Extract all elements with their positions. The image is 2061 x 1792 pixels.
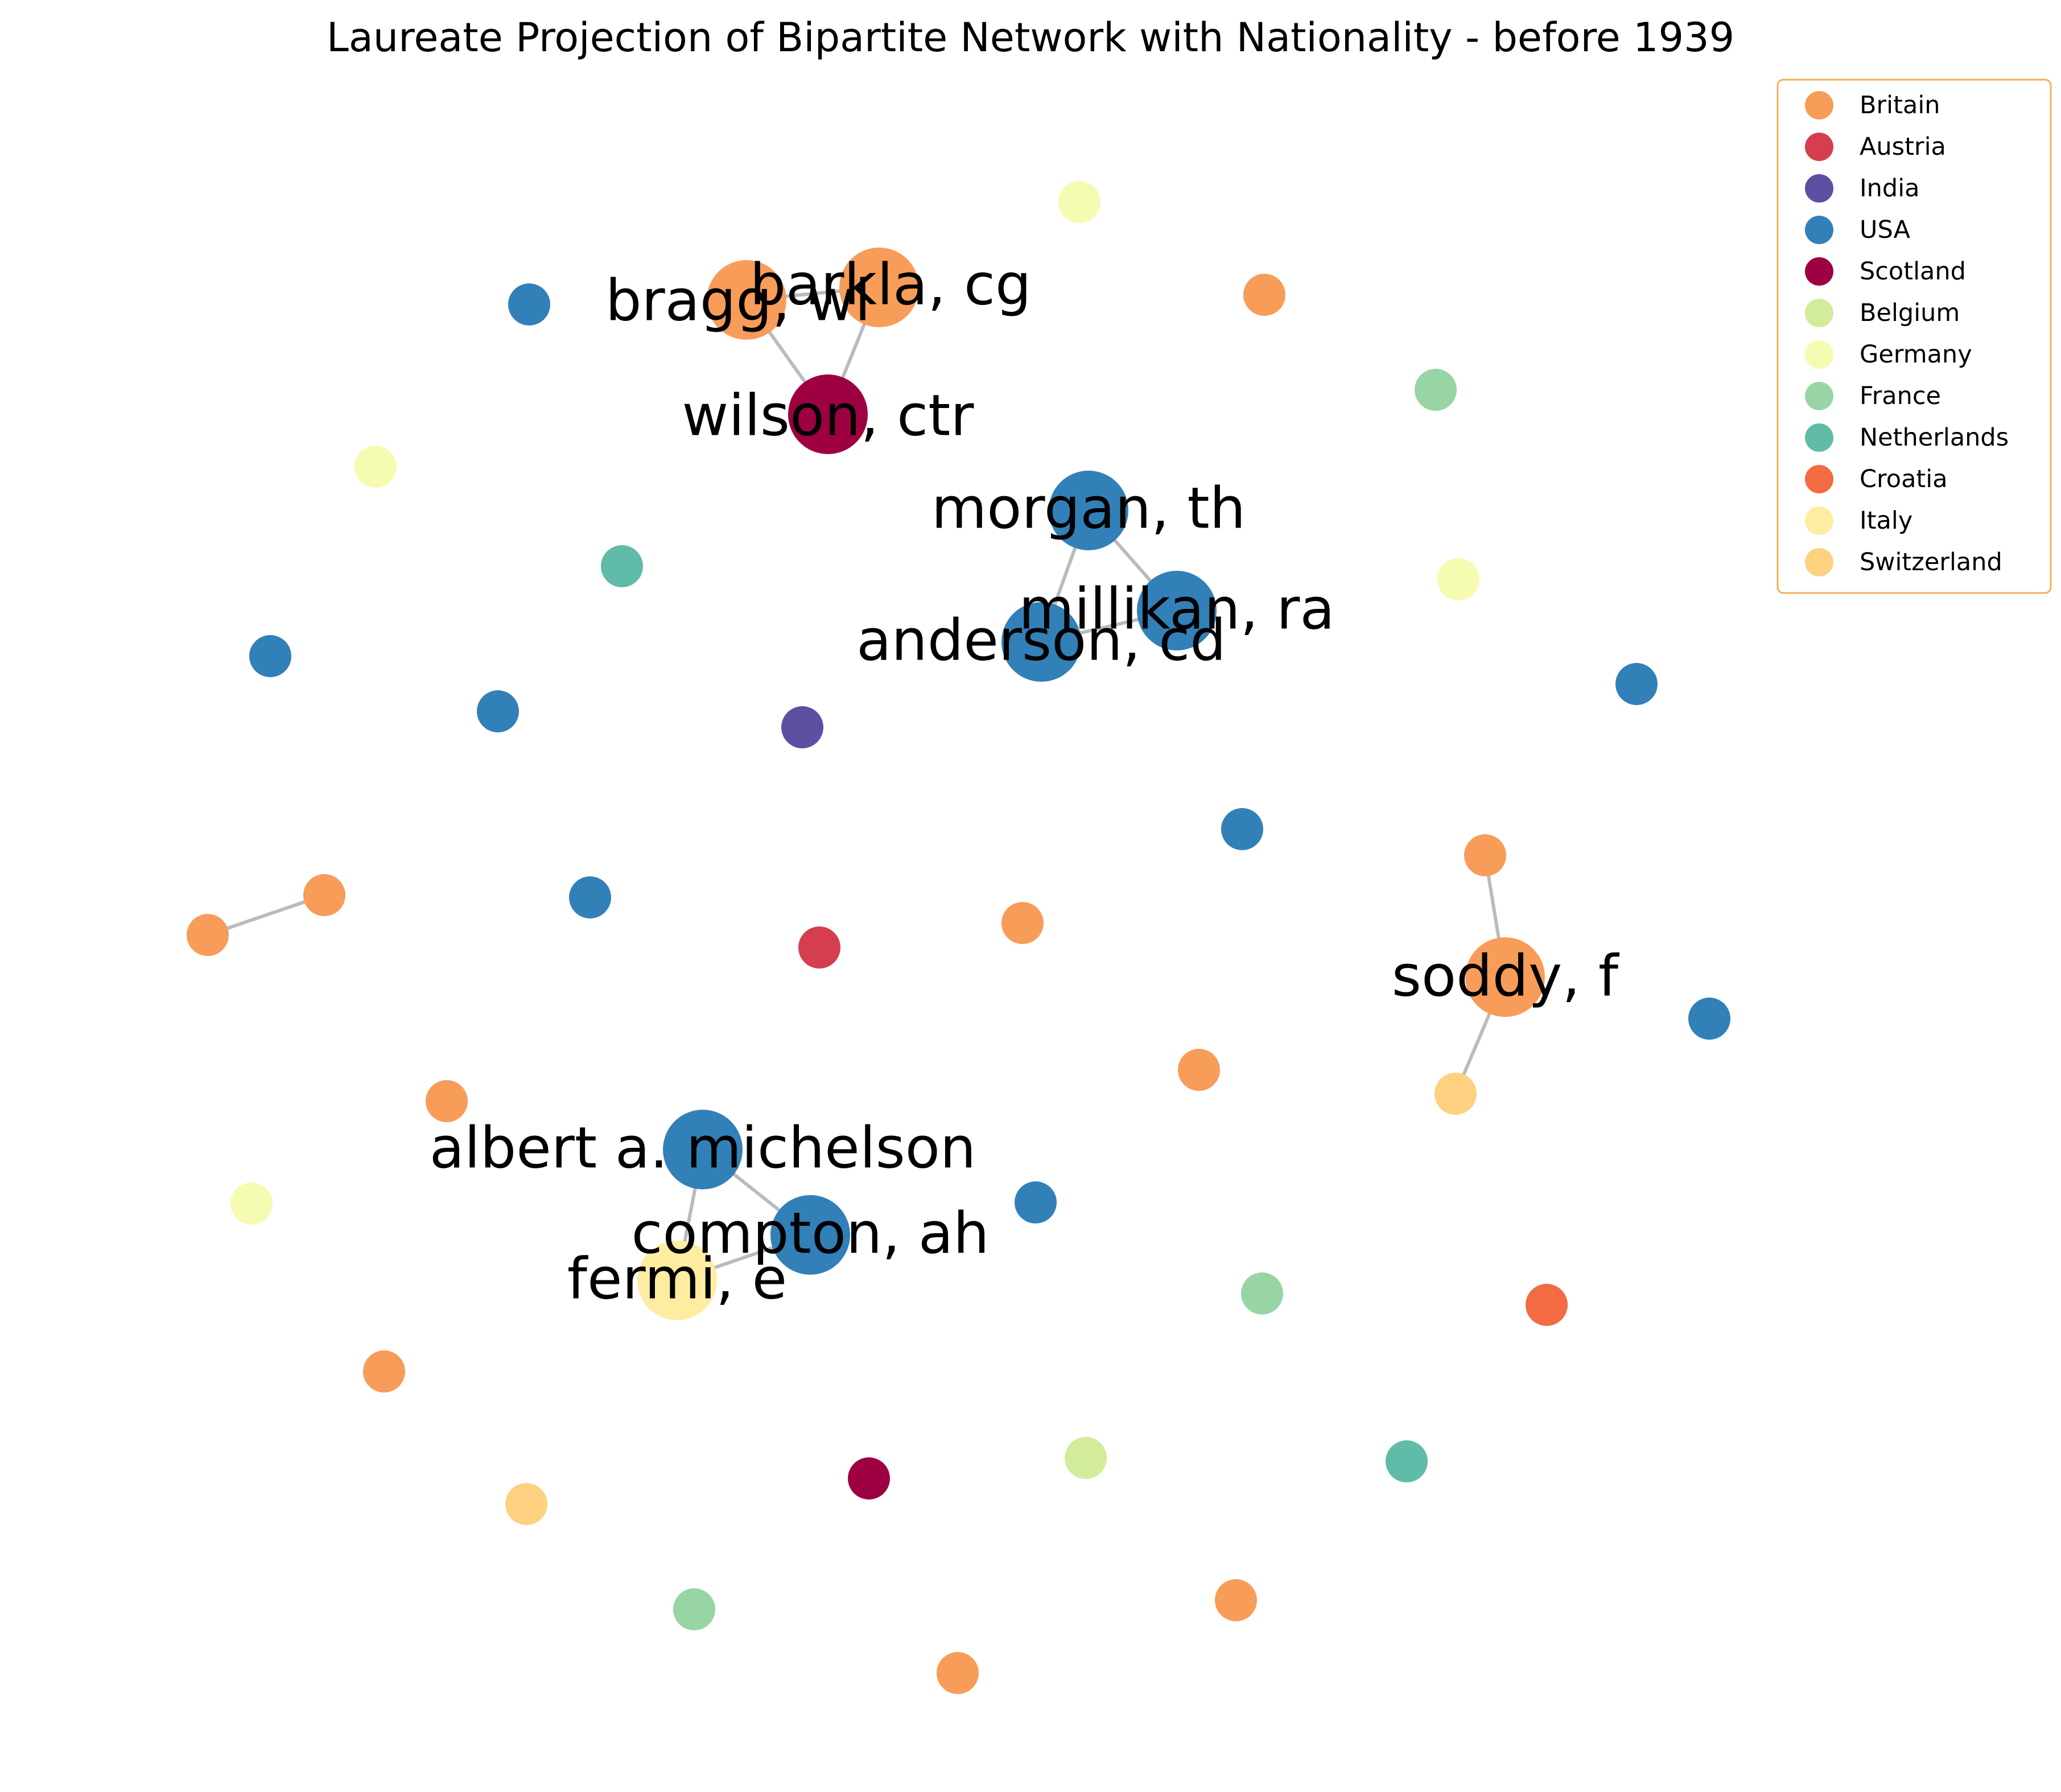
node-n28[interactable] (505, 1483, 547, 1525)
legend-marker-netherlands (1805, 423, 1833, 452)
node-n16[interactable] (569, 876, 611, 918)
node-n27[interactable] (363, 1350, 405, 1393)
node-n21[interactable] (426, 1080, 468, 1122)
legend-marker-italy (1805, 506, 1833, 535)
legend-marker-germany (1805, 340, 1833, 369)
legend-marker-croatia (1805, 465, 1833, 493)
node-label-barkla: barkla, cg (750, 252, 1032, 318)
legend: Britain Austria India USA Scotland Belgium Ger… (1776, 79, 2052, 594)
legend-marker-france (1805, 382, 1833, 410)
node-soddy[interactable] (1465, 937, 1545, 1017)
node-n22[interactable] (1435, 1073, 1477, 1115)
node-n19[interactable] (1688, 998, 1730, 1040)
node-n14[interactable] (187, 914, 229, 956)
node-label-bragg: bragg, wl (605, 267, 871, 334)
node-n13[interactable] (303, 874, 345, 916)
legend-label-belgium: Belgium (1860, 299, 1960, 327)
node-label-compton: compton, ah (631, 1200, 989, 1267)
legend-label-switzerland: Switzerland (1860, 548, 2002, 576)
legend-label-britain: Britain (1860, 91, 1940, 120)
legend-marker-britain (1805, 91, 1833, 120)
node-n8[interactable] (249, 635, 291, 677)
diagram-title: Laureate Projection of Bipartite Network… (327, 14, 1734, 61)
legend-marker-austria (1805, 133, 1833, 161)
node-michelson[interactable] (663, 1110, 743, 1189)
node-n24[interactable] (1015, 1181, 1057, 1223)
node-anderson[interactable] (1001, 602, 1081, 682)
legend-marker-scotland (1805, 257, 1833, 286)
node-n15[interactable] (1464, 834, 1506, 876)
node-label-millikan: millikan, ra (1019, 576, 1334, 642)
node-morgan[interactable] (1049, 471, 1128, 550)
node-n29[interactable] (848, 1457, 890, 1499)
legend-marker-switzerland (1805, 548, 1833, 576)
legend-label-germany: Germany (1860, 340, 1972, 369)
node-n33[interactable] (1215, 1579, 1257, 1621)
node-n5[interactable] (355, 446, 397, 488)
legend-marker-india (1805, 174, 1833, 203)
node-n1[interactable] (1058, 181, 1100, 223)
node-label-morgan: morgan, th (931, 475, 1246, 542)
legend-label-netherlands: Netherlands (1860, 423, 2009, 452)
node-n17[interactable] (798, 926, 840, 969)
node-label-fermi: fermi, e (567, 1246, 787, 1312)
node-bragg[interactable] (707, 260, 786, 340)
nodes-layer (187, 181, 1730, 1694)
node-n2[interactable] (1243, 274, 1285, 316)
legend-label-italy: Italy (1860, 506, 1912, 535)
node-n26[interactable] (1526, 1284, 1568, 1326)
node-fermi[interactable] (637, 1241, 717, 1320)
node-n32[interactable] (673, 1588, 715, 1630)
node-label-anderson: anderson, cd (856, 607, 1226, 674)
legend-items: Britain Austria India USA Scotland Belgium Ger… (1805, 91, 2009, 576)
node-n10[interactable] (781, 706, 823, 748)
legend-label-croatia: Croatia (1860, 465, 1948, 493)
legend-label-india: India (1860, 174, 1920, 203)
node-label-wilson: wilson, ctr (682, 382, 975, 449)
legend-box (1776, 79, 2052, 594)
node-n31[interactable] (1386, 1440, 1428, 1482)
node-label-michelson: albert a. michelson (430, 1115, 976, 1181)
legend-label-france: France (1860, 382, 1941, 410)
node-n20[interactable] (1178, 1049, 1220, 1091)
node-n9[interactable] (477, 690, 519, 732)
node-n7[interactable] (1437, 558, 1479, 600)
legend-marker-belgium (1805, 299, 1833, 327)
node-n3[interactable] (508, 283, 550, 326)
legend-label-austria: Austria (1860, 133, 1946, 161)
node-n25[interactable] (1241, 1272, 1283, 1315)
node-compton[interactable] (770, 1195, 850, 1275)
legend-label-usa: USA (1860, 216, 1911, 244)
node-wilson[interactable] (788, 374, 868, 454)
node-label-soddy: soddy, f (1392, 943, 1620, 1010)
node-n6[interactable] (601, 545, 643, 587)
node-n4[interactable] (1415, 369, 1457, 411)
legend-label-scotland: Scotland (1860, 257, 1966, 286)
node-barkla[interactable] (839, 248, 919, 327)
node-n23[interactable] (230, 1183, 273, 1225)
node-n34[interactable] (937, 1652, 979, 1694)
node-n18[interactable] (1001, 902, 1044, 944)
node-n12[interactable] (1221, 808, 1263, 850)
node-millikan[interactable] (1137, 571, 1217, 650)
legend-marker-usa (1805, 216, 1833, 244)
node-n30[interactable] (1065, 1437, 1107, 1479)
node-n11[interactable] (1615, 663, 1658, 705)
